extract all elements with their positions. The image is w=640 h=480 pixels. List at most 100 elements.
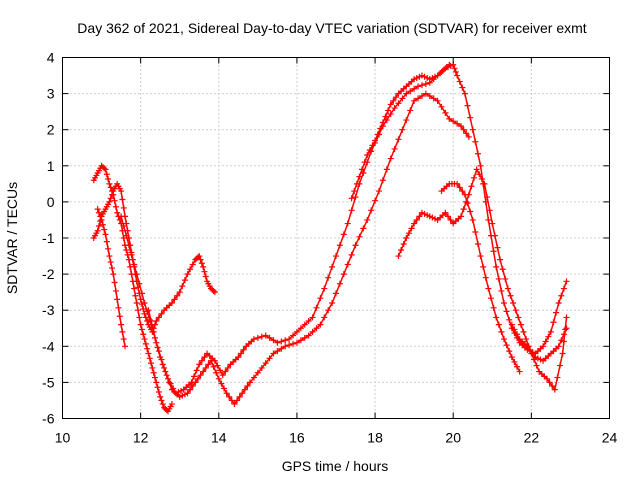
data-point-marker (515, 314, 522, 321)
data-point-marker (527, 346, 534, 353)
data-point (485, 216, 492, 223)
data-point-marker (112, 287, 119, 294)
data-point-marker (171, 296, 178, 303)
data-point-marker (553, 309, 560, 316)
data-point-marker (472, 138, 479, 145)
data-point-marker (400, 241, 407, 248)
data-point-marker (463, 130, 470, 137)
data-point-marker (136, 280, 143, 287)
data-point-marker (503, 342, 510, 349)
data-point-marker (97, 213, 104, 220)
data-point-marker (131, 261, 138, 268)
data-point-marker (313, 304, 320, 311)
data-point (426, 213, 433, 220)
data-point-marker (383, 117, 390, 124)
data-point (340, 271, 347, 278)
data-point-marker (325, 274, 332, 281)
data-point (153, 318, 160, 325)
data-point-marker (442, 109, 449, 116)
data-point-marker (407, 88, 414, 95)
data-point (520, 328, 527, 335)
data-point (184, 271, 191, 278)
data-point-marker (503, 308, 510, 315)
data-point (399, 126, 406, 133)
data-point-marker (460, 206, 467, 213)
data-point (157, 393, 164, 400)
data-point (469, 216, 476, 223)
data-point (481, 180, 488, 187)
data-point (168, 299, 175, 306)
data-point (176, 289, 183, 296)
data-point-marker (482, 274, 489, 281)
data-point (540, 343, 547, 350)
data-point (141, 299, 148, 306)
satellite-track-5-trace (147, 92, 470, 406)
data-point-marker (297, 337, 304, 344)
data-point (106, 180, 113, 187)
data-point-marker (154, 384, 161, 391)
data-point-marker (407, 107, 414, 114)
data-point (262, 332, 269, 339)
data-point-marker (374, 131, 381, 138)
data-point-marker (201, 354, 208, 361)
data-point-marker (140, 305, 147, 312)
data-point-marker (214, 362, 221, 369)
data-point (454, 180, 461, 187)
data-point (223, 390, 230, 397)
data-point-marker (560, 338, 567, 345)
data-point-marker (163, 372, 170, 379)
data-point (516, 368, 523, 375)
data-point-marker (142, 314, 149, 321)
data-point (461, 90, 468, 97)
data-point-marker (174, 292, 181, 299)
data-point-marker (506, 316, 513, 323)
data-point-marker (301, 321, 308, 328)
data-point (344, 220, 351, 227)
data-point-marker (189, 383, 196, 390)
data-point (133, 299, 140, 306)
data-point (547, 328, 554, 335)
data-point-marker (558, 337, 565, 344)
data-point (543, 375, 550, 382)
x-tick-label: 24 (602, 430, 618, 446)
data-point (200, 368, 207, 375)
data-point-marker (240, 346, 247, 353)
data-point-marker (459, 188, 466, 195)
satellite-track-9 (508, 321, 570, 364)
data-point-marker (351, 188, 358, 195)
data-point-marker (282, 337, 289, 344)
data-point (477, 253, 484, 260)
data-point-marker (558, 292, 565, 299)
data-point-marker (383, 166, 390, 173)
data-point-marker (119, 196, 126, 203)
data-point-marker (366, 147, 373, 154)
data-point-marker (226, 393, 233, 400)
data-point-marker (138, 326, 145, 333)
data-point (161, 364, 168, 371)
x-axis-label: GPS time / hours (282, 458, 389, 474)
data-point-marker (359, 166, 366, 173)
data-point (497, 256, 504, 263)
data-point-marker (454, 120, 461, 127)
data-point (465, 133, 472, 140)
data-point-marker (194, 375, 201, 382)
data-point (133, 271, 140, 278)
y-tick-label: 0 (47, 194, 55, 210)
data-point-marker (234, 397, 241, 404)
data-point-marker (228, 397, 235, 404)
data-point-marker (218, 380, 225, 387)
data-point (356, 173, 363, 180)
data-point-marker (429, 214, 436, 221)
data-point-marker (108, 265, 115, 272)
y-tick-label: 3 (47, 86, 55, 102)
data-point-marker (116, 313, 123, 320)
satellite-track-3 (94, 206, 129, 350)
data-point-marker (187, 266, 194, 273)
data-point-marker (150, 328, 157, 335)
data-point (305, 332, 312, 339)
data-point (403, 235, 410, 241)
data-point-marker (181, 277, 188, 284)
data-point-marker (494, 244, 501, 251)
data-point-marker (474, 150, 481, 157)
